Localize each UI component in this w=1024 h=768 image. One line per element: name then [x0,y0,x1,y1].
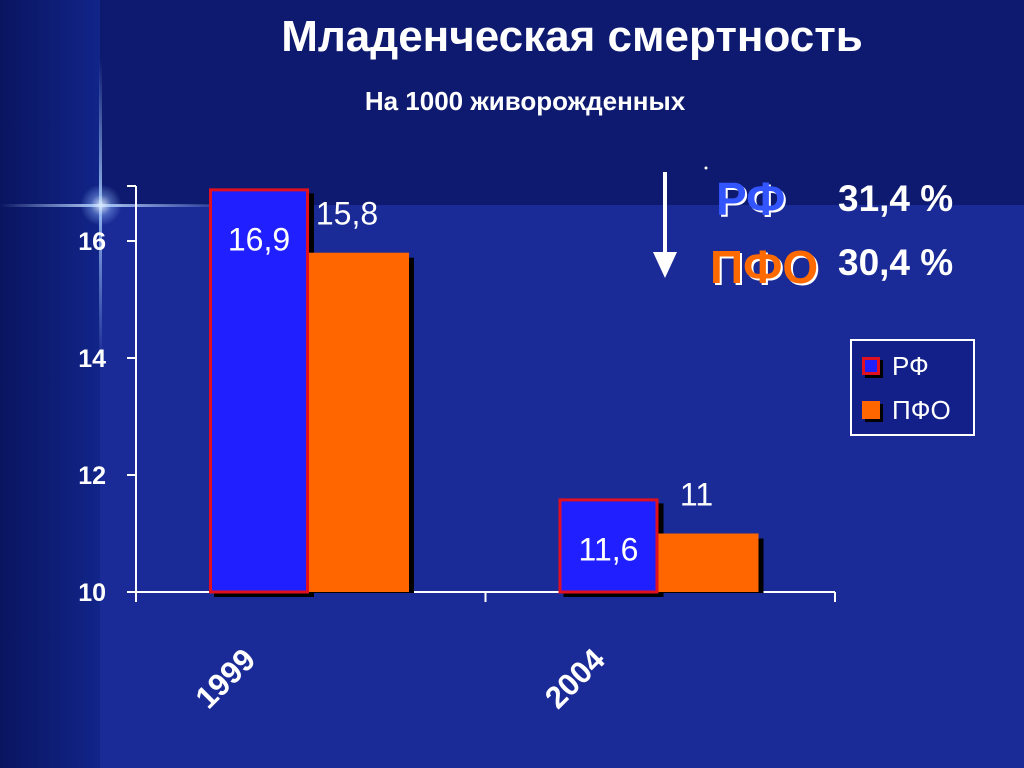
y-tick-label: 16 [78,228,106,256]
background-top-band [100,0,1024,205]
slide-subtitle: На 1000 живорожденных [364,86,686,116]
y-tick-label: 14 [78,345,106,373]
bar-rf-2004 [558,498,659,594]
legend-swatch-rf [862,357,880,375]
chart-data-labels: 16,9 15,8 11,6 11 [228,196,713,568]
change-value-pfo: 30,4 % [838,242,954,283]
down-arrow-icon [653,172,677,278]
x-tick-label: 1999 [189,642,263,716]
bar-pfo-1999 [309,252,409,592]
change-label-rf: РФ [716,173,786,225]
data-label-pfo-2004: 11 [680,477,713,513]
bar-pfo-2004 [658,533,759,592]
change-value-rf: 31,4 % [838,178,954,219]
data-label-pfo-1999: 15,8 [316,196,378,232]
legend-item-rf: РФ [862,351,929,381]
slide-title: Младенческая смертность [281,12,863,61]
bar-rf-1999 [209,188,309,594]
y-tick-label: 10 [78,579,106,607]
legend-label-pfo: ПФО [892,394,951,425]
y-tick-label: 12 [78,462,106,490]
change-label-pfo: ПФО [710,241,819,293]
legend-item-pfo: ПФО [862,395,951,425]
data-label-rf-2004: 11,6 [579,531,639,567]
data-label-rf-1999: 16,9 [228,221,290,257]
background-left [0,0,100,768]
legend-label-rf: РФ [892,350,929,381]
star-flare-glow [80,184,122,226]
x-tick-label: 2004 [538,641,612,715]
decorative-dot [704,166,708,170]
chart-bars [209,188,764,597]
chart-legend: РФ ПФО [850,339,975,436]
legend-swatch-pfo [862,401,880,419]
